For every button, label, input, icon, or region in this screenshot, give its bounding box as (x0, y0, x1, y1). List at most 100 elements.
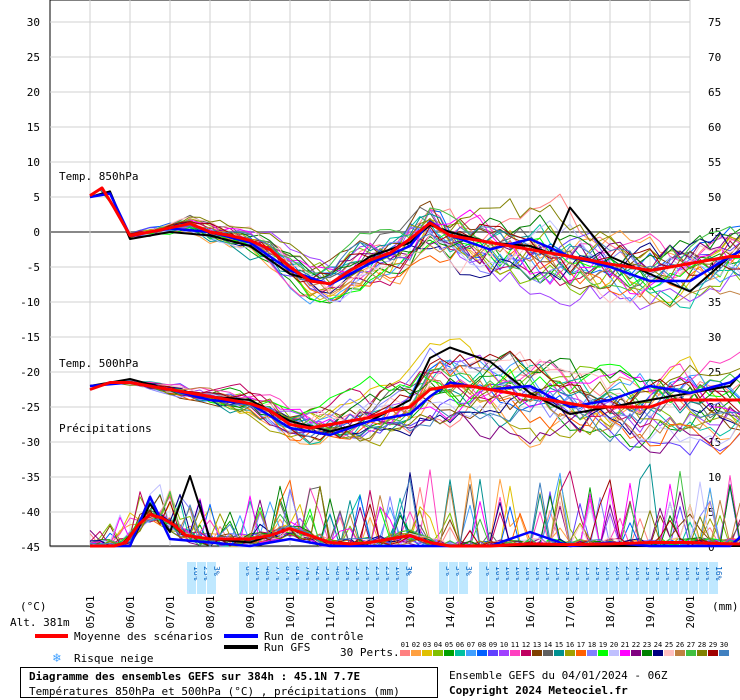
snow-risk-pct: 13% (664, 566, 673, 581)
snow-risk-cell (509, 562, 518, 594)
legend-pert-number: 24 (654, 641, 662, 649)
member-t850-line (89, 189, 740, 284)
legend-pert-swatch (510, 650, 520, 656)
label-t850: Temp. 850hPa (59, 170, 138, 183)
snow-risk-cell (359, 562, 368, 594)
legend-pert-swatch (664, 650, 674, 656)
snow-risk-pct: 48% (334, 566, 343, 581)
snow-risk-pct: 16% (684, 566, 693, 581)
legend-pert-swatch (466, 650, 476, 656)
snow-risk-cell (249, 562, 258, 594)
member-t500-line (89, 379, 740, 442)
snow-risk-cell (499, 562, 508, 594)
snow-risk-pct: 13% (574, 566, 583, 581)
legend-pert-number: 03 (423, 641, 431, 649)
snow-risk-cell (369, 562, 378, 594)
legend-pert-swatch (444, 650, 454, 656)
legend-pert-number: 01 (401, 641, 409, 649)
right-tick-label: 65 (708, 86, 721, 99)
snow-risk-cell (187, 562, 196, 594)
legend-pert-number: 27 (687, 641, 695, 649)
ensemble-info: Ensemble GEFS du 04/01/2024 - 06Z (449, 669, 668, 682)
snow-risk-pct: 19% (694, 566, 703, 581)
legend-pert-swatch (631, 650, 641, 656)
legend-pert-number: 25 (665, 641, 673, 649)
snow-risk-cell (379, 562, 388, 594)
snow-risk-pct: 10% (504, 566, 513, 581)
x-tick-label: 07/01 (164, 595, 177, 628)
legend-pert-swatch (653, 650, 663, 656)
right-tick-label: 10 (708, 471, 721, 484)
snow-risk-cell (649, 562, 658, 594)
label-precip: Précipitations (59, 422, 152, 435)
snow-risk-pct: 19% (654, 566, 663, 581)
snow-risk-cell (259, 562, 268, 594)
left-tick-label: -45 (20, 541, 40, 554)
x-tick-label: 16/01 (524, 595, 537, 628)
legend-control-label: Run de contrôle (264, 630, 363, 643)
left-tick-label: 25 (27, 51, 40, 64)
snow-risk-pct: 3% (464, 566, 473, 576)
x-tick-label: 09/01 (244, 595, 257, 628)
snow-risk-cell (269, 562, 278, 594)
x-tick-label: 06/01 (124, 595, 137, 628)
snow-risk-cell (569, 562, 578, 594)
chart-subtitle: Températures 850hPa et 500hPa (°C) , pré… (29, 685, 400, 698)
snow-risk-cell (579, 562, 588, 594)
legend-pert-swatch (598, 650, 608, 656)
snow-risk-cell (329, 562, 338, 594)
snow-risk-cell (309, 562, 318, 594)
snow-risk-pct: 23% (384, 566, 393, 581)
snow-risk-cell (389, 562, 398, 594)
legend-pert-swatch (521, 650, 531, 656)
snow-risk-pct: 23% (202, 566, 211, 581)
legend-pert-number: 09 (489, 641, 497, 649)
control-t500-line (89, 373, 740, 437)
snow-risk-cell (319, 562, 328, 594)
snow-risk-cell (709, 562, 718, 594)
chart-title: Diagramme des ensembles GEFS sur 384h : … (29, 670, 361, 683)
snow-risk-pct: 19% (564, 566, 573, 581)
member-t500-line (89, 350, 740, 441)
right-tick-label: 5 (708, 506, 715, 519)
legend-gfs-label: Run GFS (264, 641, 310, 654)
x-tick-label: 08/01 (204, 595, 217, 628)
x-tick-label: 11/01 (324, 595, 337, 628)
legend-pert-number: 14 (544, 641, 552, 649)
left-tick-label: -30 (20, 436, 40, 449)
snow-risk-cell (239, 562, 248, 594)
snow-risk-pct: 74% (304, 566, 313, 581)
snow-risk-cell (197, 562, 206, 594)
snow-risk-pct: 6% (244, 566, 253, 576)
snow-risk-pct: 16% (192, 566, 201, 581)
legend-pert-number: 30 (720, 641, 728, 649)
snow-risk-pct: 19% (644, 566, 653, 581)
snow-risk-pct: 16% (674, 566, 683, 581)
legend-pert-number: 15 (555, 641, 563, 649)
snow-risk-pct: 16% (604, 566, 613, 581)
snow-risk-cell (639, 562, 648, 594)
snow-risk-pct: 16% (254, 566, 263, 581)
legend-pert-swatch (400, 650, 410, 656)
snow-risk-cell (289, 562, 298, 594)
snow-risk-pct: 16% (394, 566, 403, 581)
left-tick-label: -20 (20, 366, 40, 379)
control-precip-line (90, 495, 740, 548)
right-tick-label: 75 (708, 16, 721, 29)
snow-risk-cell (489, 562, 498, 594)
legend-pert-swatch (411, 650, 421, 656)
legend-pert-swatch (499, 650, 509, 656)
snow-risk-pct: 3% (444, 566, 453, 576)
snow-risk-cell (619, 562, 628, 594)
legend-pert-swatch (554, 650, 564, 656)
left-tick-label: -15 (20, 331, 40, 344)
legend-pert-swatch (587, 650, 597, 656)
legend-pert-number: 18 (588, 641, 596, 649)
x-tick-label: 18/01 (604, 595, 617, 628)
legend-pert-swatch (422, 650, 432, 656)
legend-pert-swatch (477, 650, 487, 656)
snow-risk-pct: 32% (354, 566, 363, 581)
snow-risk-pct: 3% (212, 566, 221, 576)
snow-risk-pct: 10% (494, 566, 503, 581)
